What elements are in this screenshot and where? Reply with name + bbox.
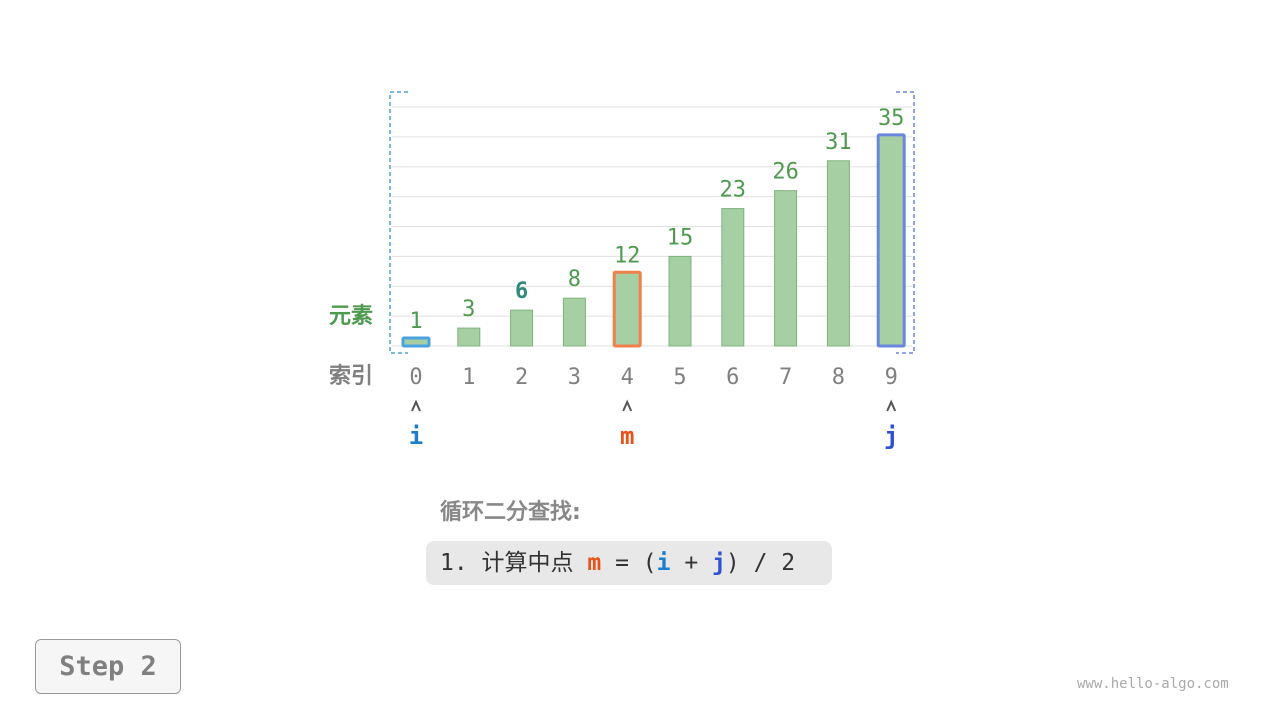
value-label: 35 — [878, 106, 905, 131]
value-label: 31 — [825, 130, 852, 155]
pointer-arrow-icon — [886, 399, 897, 412]
bar — [457, 327, 481, 347]
index-label: 1 — [462, 365, 475, 390]
bar — [721, 208, 745, 347]
formula-j: j — [712, 550, 726, 576]
index-label: 0 — [409, 365, 422, 390]
formula-i: i — [656, 550, 671, 576]
pointer-m: m — [620, 422, 634, 450]
range-bracket-right — [896, 91, 915, 354]
pointer-arrow-icon — [622, 399, 633, 412]
value-label: 12 — [614, 243, 641, 268]
value-label: 1 — [409, 309, 422, 334]
value-label: 26 — [772, 160, 799, 185]
index-label: 2 — [515, 365, 528, 390]
value-label: 6 — [515, 279, 528, 304]
value-label: 15 — [667, 225, 694, 250]
step-button[interactable]: Step 2 — [35, 639, 181, 694]
formula-tail: ) / 2 — [725, 550, 796, 576]
row-label-index: 索引 — [329, 364, 373, 389]
index-label: 6 — [726, 365, 739, 390]
index-label: 5 — [673, 365, 686, 390]
pointer-i: i — [409, 422, 423, 450]
formula-m: m — [587, 550, 602, 576]
formula-prefix: 1. 计算中点 — [440, 550, 588, 576]
formula-plus: + — [670, 550, 713, 576]
formula-box: 1. 计算中点 m = (i + j) / 2 — [426, 541, 832, 585]
index-label: 3 — [568, 365, 581, 390]
bar — [510, 309, 534, 347]
index-label: 4 — [621, 365, 634, 390]
index-label: 9 — [885, 365, 898, 390]
section-title: 循环二分查找: — [440, 500, 581, 525]
pointer-j: j — [884, 422, 898, 450]
bar-highlighted — [401, 336, 431, 348]
bar — [826, 160, 850, 347]
range-bracket-left — [389, 91, 408, 354]
index-label: 7 — [779, 365, 792, 390]
watermark: www.hello-algo.com — [1077, 676, 1229, 692]
bar-highlighted — [612, 270, 642, 348]
pointer-arrow-icon — [411, 399, 421, 412]
bar — [562, 297, 586, 347]
index-label: 8 — [832, 365, 845, 390]
value-label: 23 — [720, 178, 747, 203]
value-label: 3 — [462, 297, 475, 322]
bar — [668, 255, 692, 347]
formula-eq: = ( — [601, 550, 657, 576]
bar-highlighted — [876, 133, 906, 348]
row-label-values: 元素 — [329, 303, 373, 329]
bar — [774, 190, 798, 347]
value-label: 8 — [568, 267, 581, 292]
